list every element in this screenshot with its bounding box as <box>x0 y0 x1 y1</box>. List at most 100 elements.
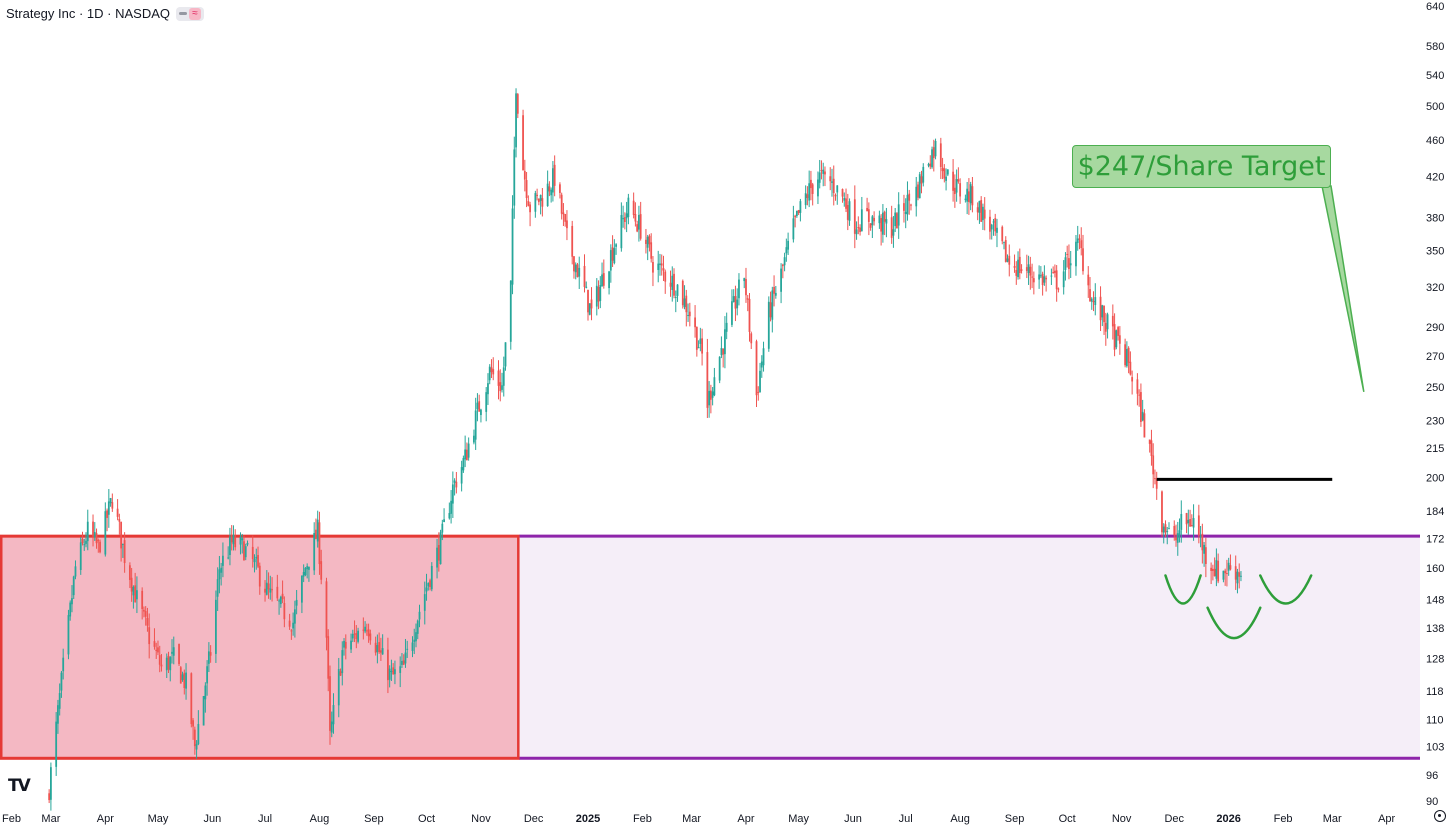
candle-body <box>258 565 261 587</box>
candle-body <box>179 667 182 684</box>
price-tick-label: 200 <box>1426 472 1444 484</box>
candle-body <box>1043 276 1046 283</box>
candle-body <box>265 582 268 595</box>
candle-body <box>574 264 577 273</box>
candle-body <box>660 263 663 266</box>
candle-body <box>376 645 379 653</box>
price-axis[interactable]: 640 580 540 500 460 420 380 350 320 290 270 250 230 2… <box>1426 1 1444 808</box>
annotations-layer <box>1156 185 1365 640</box>
price-tick-label: 110 <box>1426 715 1444 727</box>
candle-body <box>831 181 833 183</box>
time-tick-label: May <box>148 813 169 825</box>
candle-body <box>209 652 212 656</box>
candle-body <box>257 555 259 567</box>
candle-body <box>552 168 554 193</box>
candle-body <box>989 216 991 232</box>
time-axis[interactable]: Feb Mar Apr May Jun Jul Aug Sep Oct Nov Dec 2025 Feb… <box>2 813 1396 825</box>
price-tick-label: 138 <box>1426 623 1444 635</box>
indicator-toggle[interactable]: ≈ <box>176 6 204 21</box>
candle-body <box>771 290 774 320</box>
candle-body <box>1103 305 1105 323</box>
candle-body <box>1125 348 1128 367</box>
candle-body <box>344 641 347 649</box>
candle-body <box>511 208 514 285</box>
price-tick-label: 500 <box>1426 101 1444 113</box>
candle-body <box>269 588 272 593</box>
tradingview-logo-icon[interactable]: TV <box>8 776 31 796</box>
time-tick-label: Apr <box>97 813 114 825</box>
candle-body <box>636 224 639 232</box>
candle-body <box>738 279 740 299</box>
price-tick-label: 640 <box>1426 1 1444 13</box>
candle-body <box>202 696 205 726</box>
candle-body <box>69 602 72 617</box>
candle-body <box>1041 273 1044 286</box>
target-label: $247/Share Target <box>1077 151 1326 182</box>
candle-body <box>364 626 366 632</box>
candle-body <box>804 193 807 206</box>
target-callout[interactable]: $247/Share Target <box>1072 145 1331 188</box>
candle-body <box>81 539 84 544</box>
price-tick-label: 270 <box>1426 351 1444 363</box>
candle-body <box>1197 515 1200 536</box>
candle-body <box>546 183 549 207</box>
candle-body <box>697 347 700 349</box>
candle-body <box>148 627 151 645</box>
candle-body <box>467 443 470 458</box>
time-tick-label: Aug <box>950 813 970 825</box>
candle-body <box>639 214 642 239</box>
candle-body <box>648 235 651 245</box>
price-tick-label: 290 <box>1426 322 1444 334</box>
candle-body <box>243 541 245 561</box>
candle-body <box>1192 518 1195 528</box>
gear-icon[interactable] <box>1434 810 1446 822</box>
candle-body <box>946 169 949 175</box>
candle-body <box>583 265 586 287</box>
candle-body <box>760 361 763 368</box>
candle-body <box>339 671 342 676</box>
candle-body <box>781 264 784 267</box>
candle-body <box>279 596 282 605</box>
candle-body <box>1131 377 1134 382</box>
candle-body <box>695 327 698 350</box>
candle-body <box>787 240 790 250</box>
candle-body <box>824 171 826 175</box>
candle-body <box>994 218 997 232</box>
candle-body <box>95 533 98 544</box>
candle-body <box>908 193 911 201</box>
candle-body <box>953 187 956 195</box>
symbol-title[interactable]: Strategy Inc · 1D · NASDAQ <box>6 6 170 21</box>
candle-body <box>134 585 137 603</box>
candle-body <box>50 767 52 800</box>
candle-body <box>943 168 946 179</box>
candle-body <box>99 541 101 553</box>
candle-body <box>806 194 809 198</box>
candle-body <box>462 458 465 471</box>
candle-body <box>952 171 955 191</box>
candle-body <box>734 296 737 309</box>
candle-body <box>374 642 377 653</box>
price-tick-label: 160 <box>1426 563 1444 575</box>
candle-body <box>1090 298 1093 302</box>
candle-body <box>1006 258 1009 262</box>
candle-body <box>706 352 709 408</box>
candle-body <box>158 655 161 665</box>
candle-body <box>413 639 416 642</box>
candle-body <box>1099 296 1102 321</box>
candle-body <box>927 164 930 166</box>
price-tick-label: 96 <box>1426 770 1438 782</box>
candle-body <box>1176 533 1179 543</box>
candle-body <box>222 555 224 566</box>
price-tick-label: 230 <box>1426 416 1444 428</box>
candle-body <box>504 342 507 367</box>
candle-body <box>762 348 765 366</box>
candle-body <box>509 280 512 342</box>
candle-body <box>597 286 600 302</box>
candle-body <box>1076 238 1079 244</box>
candle-body <box>214 599 217 654</box>
candle-body <box>795 210 798 217</box>
candle-body <box>1124 344 1127 366</box>
candle-body <box>329 676 331 731</box>
candle-body <box>794 215 797 218</box>
